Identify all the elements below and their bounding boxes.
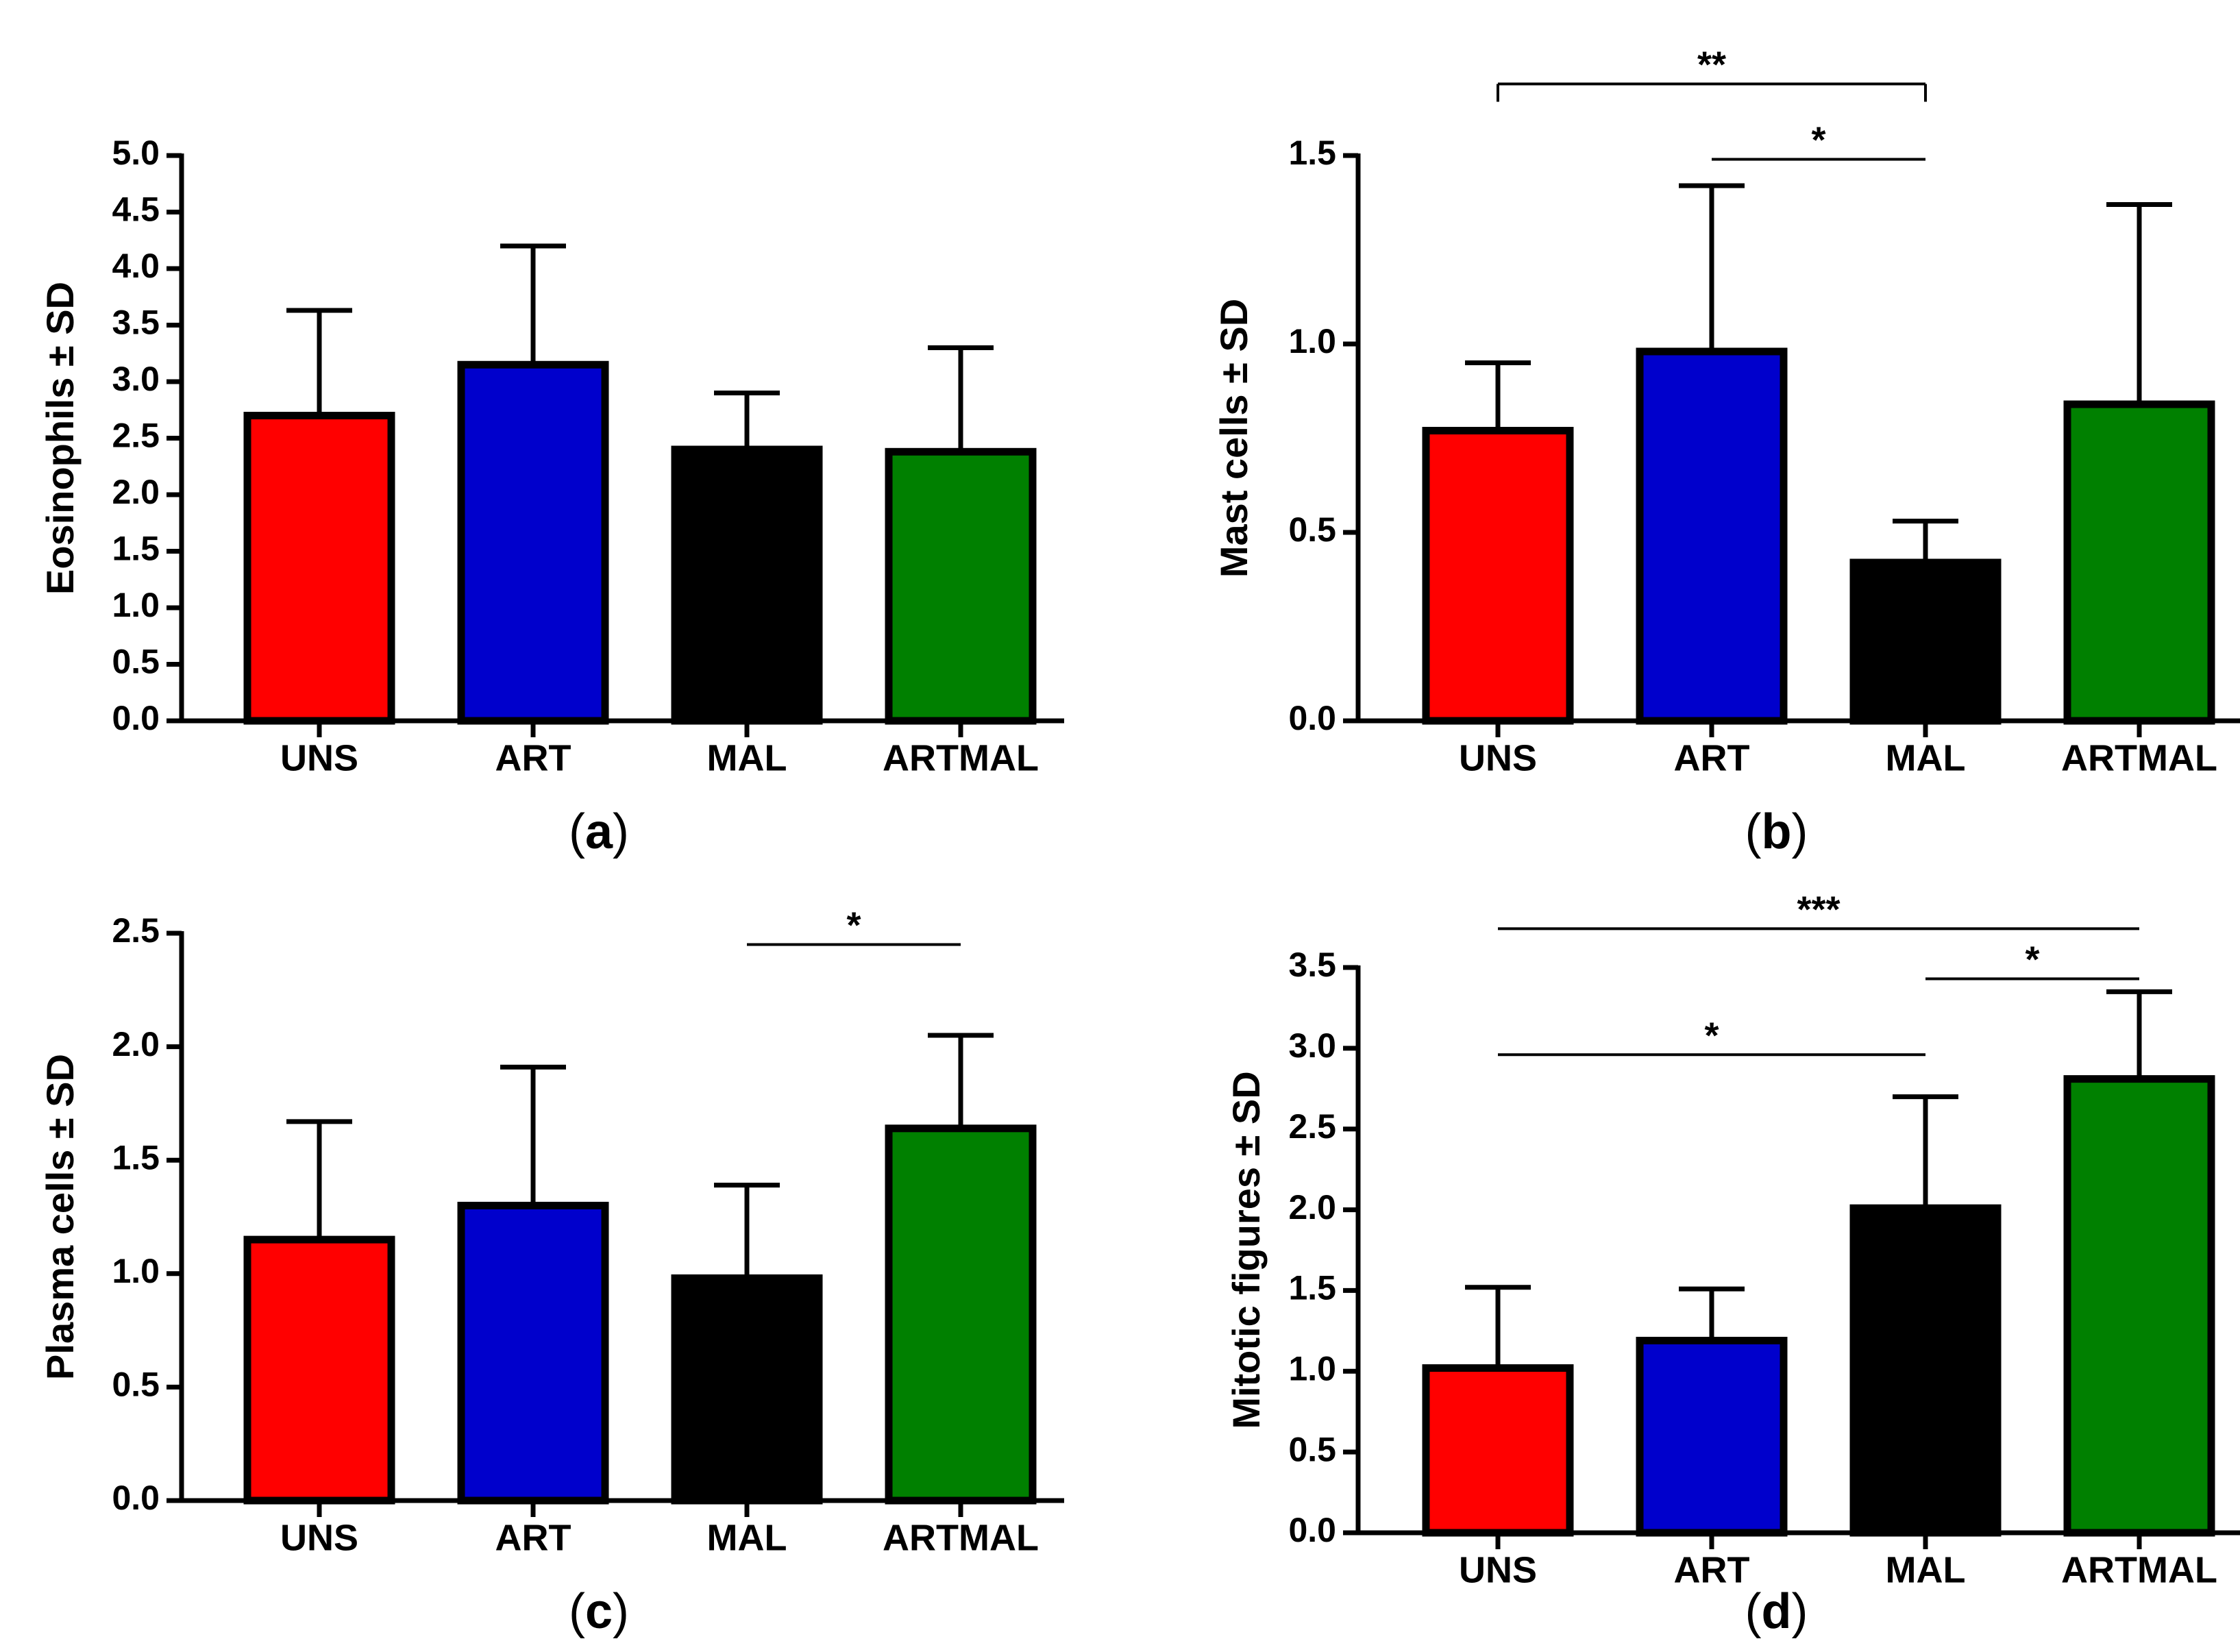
- panel-label-letter: d: [1762, 1584, 1792, 1639]
- category-label-artmal: ARTMAL: [883, 1517, 1039, 1558]
- bar-uns: [243, 1235, 395, 1505]
- y-tick-label: 2.0: [1288, 1188, 1336, 1226]
- y-tick-label: 3.5: [1288, 946, 1336, 984]
- panel-label-open: (: [1745, 804, 1762, 859]
- panel-d: Mitotic figures ± SD 0.0 0.5 1.0 1.5 2.0 2.5 3.…: [1224, 889, 2240, 1639]
- category-label-uns: UNS: [1459, 737, 1537, 778]
- y-tick-label: 1.5: [1288, 1269, 1336, 1307]
- panel-a: Eosinophils ± SD 0.0 0.5 1.0 1.5 2.0 2.5 3.0 3.5…: [38, 134, 1064, 859]
- panel-label-letter: a: [585, 804, 613, 859]
- bar-artmal: [2063, 400, 2215, 725]
- panel-label-open: (: [1745, 1584, 1762, 1639]
- bar-mal: [1849, 558, 2002, 725]
- y-tick-label: 1.0: [112, 1252, 160, 1290]
- bar-artmal: [885, 1124, 1037, 1505]
- y-tick-label: 2.5: [112, 911, 160, 950]
- y-tick-label: 4.5: [112, 190, 160, 229]
- y-tick-label: 0.5: [112, 643, 160, 681]
- y-tick-label: 1.0: [1288, 322, 1336, 360]
- y-tick-label: 3.0: [1288, 1026, 1336, 1065]
- category-label-mal: MAL: [707, 1517, 787, 1558]
- panel-label-close: ): [613, 1584, 629, 1639]
- bar-art: [1636, 347, 1788, 725]
- panel-label-letter: b: [1762, 804, 1792, 859]
- category-label-uns: UNS: [1459, 1549, 1537, 1590]
- category-label-uns: UNS: [280, 1517, 358, 1558]
- panel-label: (d): [1745, 1584, 1808, 1639]
- panel-label-close: ): [1791, 1584, 1808, 1639]
- category-label-mal: MAL: [707, 737, 787, 778]
- y-tick-label: 1.5: [112, 1138, 160, 1176]
- bar-art: [457, 1201, 609, 1505]
- y-tick-label: 0.5: [1288, 1430, 1336, 1468]
- panel-label-letter: c: [585, 1584, 613, 1639]
- bar-mal: [671, 445, 823, 725]
- y-tick-label: 1.5: [112, 530, 160, 568]
- y-tick-label: 0.5: [1288, 510, 1336, 549]
- category-label-art: ART: [1674, 737, 1750, 778]
- significance-label: *: [1704, 1015, 1719, 1056]
- y-tick-label: 0.0: [1288, 699, 1336, 737]
- category-label-uns: UNS: [280, 737, 358, 778]
- panel-label-close: ): [1791, 804, 1808, 859]
- significance-label: *: [1811, 120, 1825, 161]
- y-tick-label: 1.0: [112, 586, 160, 624]
- category-label-artmal: ARTMAL: [883, 737, 1039, 778]
- bar-mal: [1849, 1204, 2002, 1537]
- panel-label-open: (: [569, 1584, 585, 1639]
- y-tick-label: 3.5: [112, 304, 160, 342]
- y-tick-label: 3.0: [112, 360, 160, 398]
- category-label-mal: MAL: [1886, 737, 1966, 778]
- y-tick-label: 1.5: [1288, 134, 1336, 172]
- significance-label: *: [2025, 939, 2039, 981]
- y-tick-label: 2.5: [1288, 1107, 1336, 1146]
- category-label-artmal: ARTMAL: [2061, 1549, 2217, 1590]
- category-label-art: ART: [495, 1517, 571, 1558]
- panel-label-close: ): [613, 804, 629, 859]
- category-label-art: ART: [1674, 1549, 1750, 1590]
- y-tick-label: 2.5: [112, 417, 160, 455]
- y-tick-label: 0.0: [112, 1479, 160, 1517]
- category-label-artmal: ARTMAL: [2061, 737, 2217, 778]
- panel-label: (a): [569, 804, 629, 859]
- bar-art: [457, 360, 609, 725]
- y-tick-label: 1.0: [1288, 1349, 1336, 1388]
- y-tick-label: 5.0: [112, 134, 160, 172]
- y-tick-label: 0.0: [1288, 1511, 1336, 1549]
- significance-label: **: [1697, 45, 1726, 86]
- panel-label: (b): [1745, 804, 1808, 859]
- y-tick-label: 0.5: [112, 1366, 160, 1404]
- bar-artmal: [885, 447, 1037, 725]
- y-tick-label: 4.0: [112, 247, 160, 285]
- bar-uns: [1422, 427, 1574, 725]
- category-label-art: ART: [495, 737, 571, 778]
- y-tick-label: 2.0: [112, 1025, 160, 1063]
- significance-label: *: [846, 905, 861, 946]
- bar-art: [1636, 1337, 1788, 1537]
- y-axis-label: Eosinophils ± SD: [38, 282, 82, 595]
- panel-c: Plasma cells ± SD 0.0 0.5 1.0 1.5 2.0 2.5 UNS AR…: [38, 905, 1064, 1639]
- y-axis-label: Mitotic figures ± SD: [1224, 1071, 1268, 1429]
- y-axis-label: Plasma cells ± SD: [38, 1054, 82, 1380]
- panel-label-open: (: [569, 804, 585, 859]
- y-tick-label: 0.0: [112, 699, 160, 737]
- bar-uns: [1422, 1364, 1574, 1537]
- significance-label: ***: [1797, 889, 1840, 930]
- bar-uns: [243, 412, 395, 725]
- bar-mal: [671, 1274, 823, 1505]
- y-tick-label: 2.0: [112, 473, 160, 511]
- y-axis-label: Mast cells ± SD: [1212, 299, 1255, 578]
- panel-label: (c): [569, 1584, 629, 1639]
- bar-artmal: [2063, 1075, 2215, 1537]
- category-label-mal: MAL: [1886, 1549, 1966, 1590]
